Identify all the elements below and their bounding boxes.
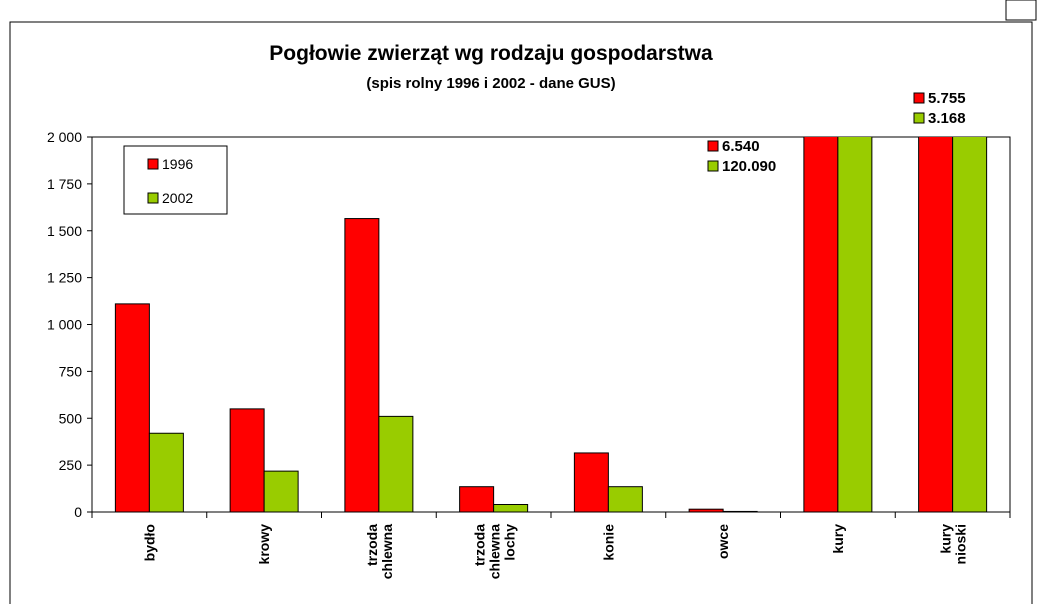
legend-swatch <box>147 192 159 204</box>
value-label-key <box>913 92 925 104</box>
legend-label: 2002 <box>162 190 193 206</box>
x-tick-label: bydło <box>141 524 157 561</box>
bar <box>493 504 529 512</box>
y-tick-label: 1 500 <box>47 223 82 239</box>
bar <box>722 510 758 512</box>
bar <box>837 137 873 512</box>
y-tick-label: 750 <box>59 363 83 379</box>
y-tick-label: 1 750 <box>47 176 82 192</box>
chart-subtitle: (spis rolny 1996 i 2002 - dane GUS) <box>366 75 615 92</box>
bar <box>378 415 414 512</box>
y-tick-label: 2 000 <box>47 129 82 145</box>
bar <box>263 470 299 512</box>
thumbnail <box>1005 0 1037 21</box>
legend-box <box>123 145 228 215</box>
x-tick-label: konie <box>600 524 616 561</box>
value-label-key <box>913 112 925 124</box>
y-tick-label: 1 000 <box>47 317 82 333</box>
value-label-key <box>707 140 719 152</box>
bars <box>114 137 988 512</box>
bar <box>918 137 954 512</box>
value-label: 3.168 <box>928 110 966 127</box>
value-label: 6.540 <box>722 138 760 155</box>
x-tick-label: kury <box>830 524 846 554</box>
x-tick-label: kurynioski <box>938 524 969 565</box>
bar <box>229 408 265 512</box>
y-tick-label: 500 <box>59 410 83 426</box>
chart-frame <box>9 21 1033 604</box>
bar <box>688 508 724 512</box>
bar <box>148 432 184 512</box>
legend-label: 1996 <box>162 156 193 172</box>
value-label: 120.090 <box>722 158 776 175</box>
x-tick-label: trzodachlewnalochy <box>472 524 518 579</box>
y-tick-label: 0 <box>74 504 82 520</box>
value-label: 5.755 <box>928 90 966 107</box>
bar <box>952 137 988 512</box>
chart-title: Pogłowie zwierząt wg rodzaju gospodarstw… <box>269 42 713 65</box>
bar <box>607 486 643 512</box>
value-label-key <box>707 160 719 172</box>
x-tick-label: krowy <box>256 524 272 565</box>
bar <box>803 137 839 512</box>
bar <box>114 303 150 512</box>
y-tick-label: 250 <box>59 457 83 473</box>
x-tick-label: trzodachlewna <box>364 524 395 579</box>
x-tick-label: owce <box>715 524 731 559</box>
bar <box>459 486 495 512</box>
bar <box>573 452 609 512</box>
bar <box>344 218 380 512</box>
legend-swatch <box>147 158 159 170</box>
y-tick-label: 1 250 <box>47 270 82 286</box>
